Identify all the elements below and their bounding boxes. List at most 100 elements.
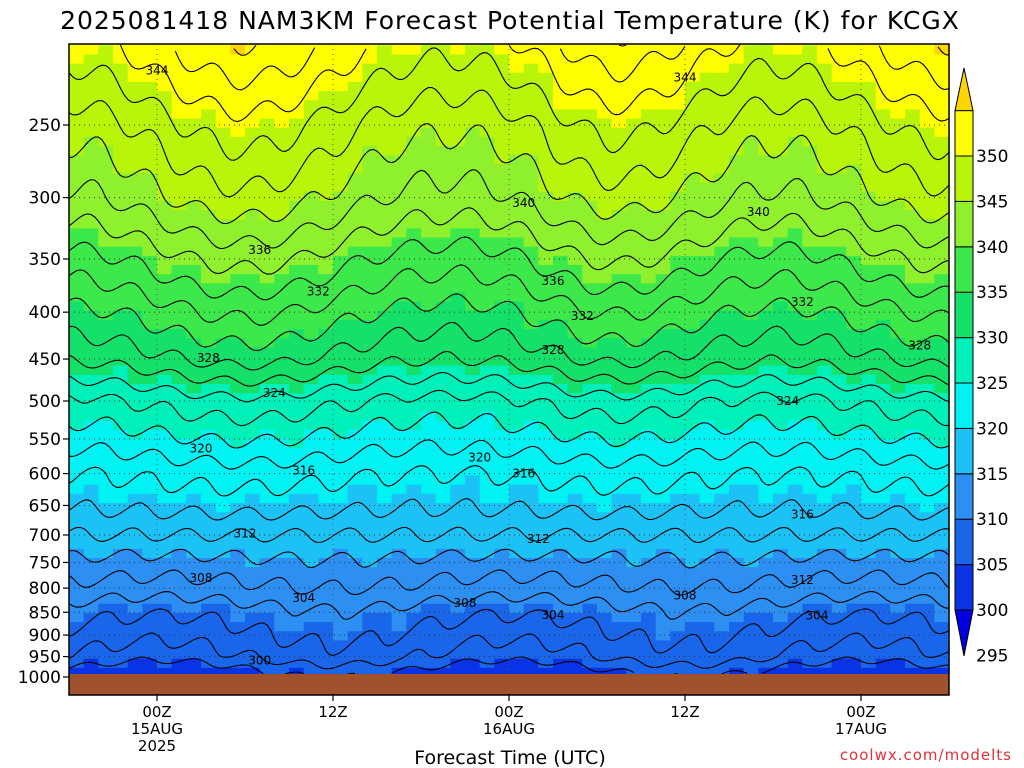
theta-cell — [802, 365, 818, 376]
theta-cell — [699, 658, 715, 669]
theta-cell — [685, 173, 701, 184]
colorbar-label: 350 — [976, 147, 1008, 167]
theta-cell — [509, 45, 525, 56]
theta-cell — [934, 557, 950, 568]
theta-cell — [450, 301, 466, 312]
theta-cell — [391, 100, 407, 110]
theta-cell — [802, 503, 818, 513]
theta-cell — [435, 173, 451, 184]
theta-cell — [729, 109, 745, 120]
theta-cell — [230, 530, 246, 541]
theta-cell — [582, 173, 598, 184]
theta-cell — [362, 365, 378, 376]
theta-cell — [626, 503, 642, 513]
theta-cell — [142, 365, 158, 376]
theta-cell — [186, 438, 202, 449]
theta-cell — [215, 356, 231, 367]
theta-cell — [450, 329, 466, 339]
theta-cell — [743, 283, 759, 294]
theta-cell — [494, 63, 510, 74]
theta-cell — [142, 146, 158, 156]
theta-cell — [787, 356, 803, 367]
theta-cell — [523, 622, 539, 632]
theta-contour-326 — [68, 350, 950, 387]
theta-cell — [802, 466, 818, 477]
theta-cell — [230, 63, 246, 74]
theta-cell — [523, 45, 539, 56]
theta-cell — [435, 301, 451, 312]
credit-link[interactable]: coolwx.com/modelts — [840, 746, 1012, 764]
theta-cell — [787, 411, 803, 422]
theta-cell — [831, 585, 847, 596]
theta-cell — [919, 329, 935, 339]
theta-cell — [905, 283, 921, 294]
theta-cell — [831, 127, 847, 138]
theta-cell — [787, 612, 803, 623]
theta-cell — [333, 466, 349, 477]
theta-cell — [98, 530, 114, 541]
theta-cell — [787, 438, 803, 449]
theta-cell — [435, 191, 451, 202]
theta-cell — [494, 274, 510, 284]
theta-cell — [861, 329, 877, 339]
theta-cell — [846, 136, 862, 147]
theta-cell — [289, 100, 305, 110]
theta-cell — [69, 136, 85, 147]
theta-cell — [318, 246, 334, 257]
theta-cell — [318, 283, 334, 294]
theta-cell — [905, 237, 921, 248]
theta-cell — [729, 420, 745, 431]
theta-cell — [113, 237, 129, 248]
theta-cell — [538, 649, 554, 660]
theta-cell — [69, 384, 85, 394]
theta-cell — [758, 237, 774, 248]
theta-cell — [714, 640, 730, 651]
theta-cell — [303, 649, 319, 660]
theta-cell — [421, 301, 437, 312]
theta-cell — [861, 319, 877, 330]
theta-cell — [890, 658, 906, 669]
theta-cell — [465, 658, 481, 669]
theta-cell — [83, 191, 99, 202]
theta-cell — [479, 667, 495, 675]
theta-cell — [406, 530, 422, 541]
theta-cell — [934, 548, 950, 559]
theta-cell — [215, 109, 231, 120]
theta-cell — [171, 127, 187, 138]
theta-cell — [509, 649, 525, 660]
theta-cell — [875, 384, 891, 394]
theta-cell — [875, 475, 891, 486]
theta-cell — [98, 127, 114, 138]
theta-cell — [69, 173, 85, 184]
theta-cell — [215, 365, 231, 376]
theta-cell — [758, 667, 774, 675]
theta-cell — [245, 640, 261, 651]
theta-cell — [274, 603, 290, 614]
theta-cell — [465, 72, 481, 83]
theta-cell — [714, 347, 730, 358]
theta-cell — [714, 54, 730, 65]
theta-cell — [714, 246, 730, 257]
theta-cell — [127, 356, 143, 367]
theta-cell — [934, 274, 950, 284]
theta-cell — [347, 219, 363, 230]
theta-cell — [186, 210, 202, 220]
theta-cell — [83, 301, 99, 312]
theta-cell — [127, 347, 143, 358]
theta-cell — [699, 45, 715, 56]
theta-cell — [406, 146, 422, 156]
theta-cell — [685, 612, 701, 623]
theta-cell — [494, 649, 510, 660]
theta-cell — [817, 109, 833, 120]
theta-cell — [714, 612, 730, 623]
theta-cell — [479, 438, 495, 449]
theta-cell — [186, 54, 202, 65]
theta-cell — [479, 200, 495, 211]
theta-cell — [421, 484, 437, 495]
theta-cell — [83, 255, 99, 266]
theta-cell — [773, 191, 789, 202]
theta-cell — [758, 329, 774, 339]
theta-cell — [685, 155, 701, 165]
theta-cell — [509, 200, 525, 211]
theta-cell — [494, 640, 510, 651]
